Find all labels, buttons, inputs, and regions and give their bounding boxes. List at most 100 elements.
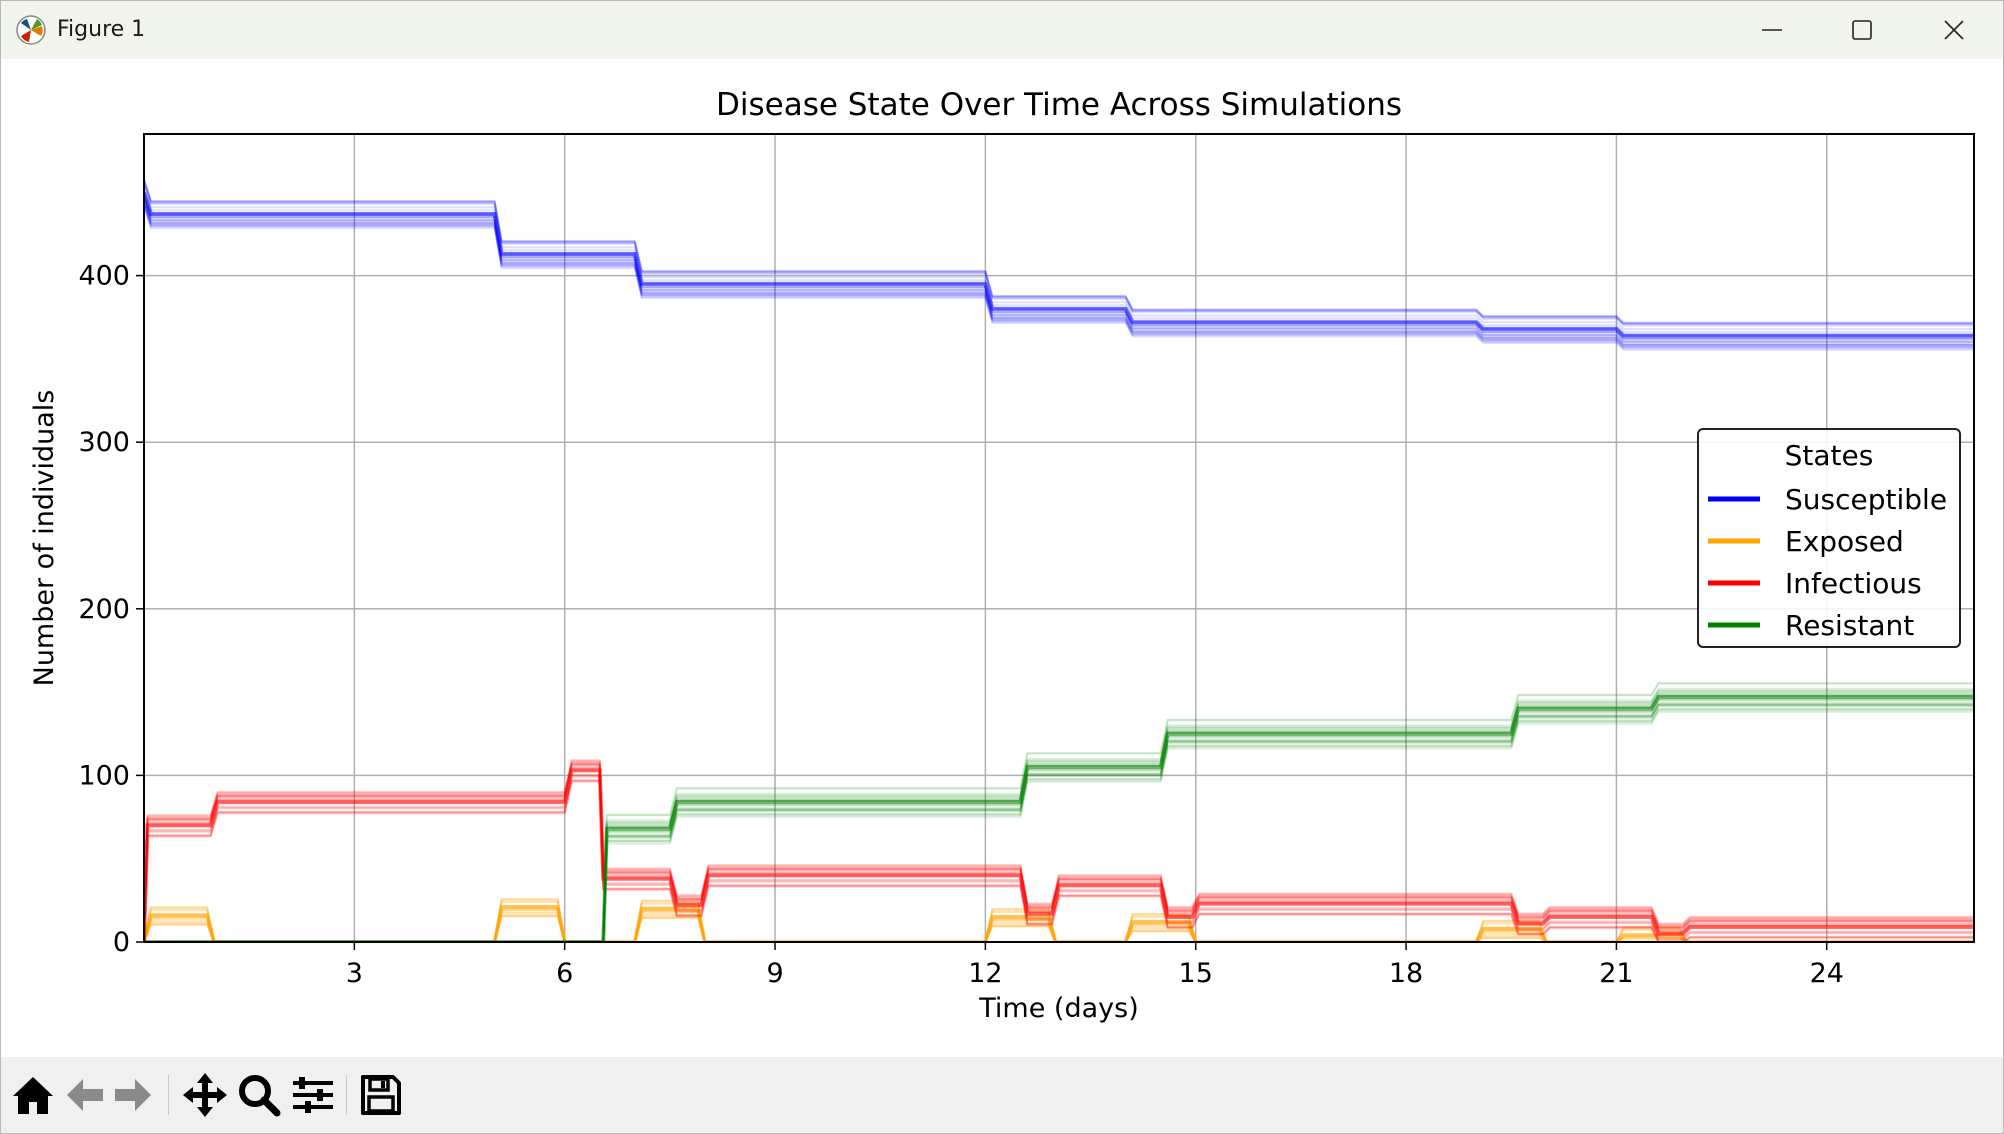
simulation-run-line <box>144 682 1974 942</box>
legend-label: Susceptible <box>1785 483 1947 516</box>
x-tick-label: 21 <box>1599 958 1633 989</box>
axis-ticks: 3 6 9 12 15 18 21 24 0 100 200 300 400 <box>78 261 1843 989</box>
simulation-run-line <box>144 180 1974 325</box>
legend-box <box>1697 428 1961 648</box>
simulation-run-line <box>144 692 1974 942</box>
pan-button[interactable] <box>181 1071 229 1119</box>
simulation-run-line <box>144 179 1974 324</box>
simulation-run-line <box>144 687 1974 942</box>
simulation-run-line <box>144 682 1974 942</box>
forward-button[interactable] <box>109 1071 157 1119</box>
series-central-line <box>144 191 1974 338</box>
simulation-run-line <box>144 690 1974 942</box>
simulation-run-line <box>144 689 1974 942</box>
figure-canvas[interactable]: 3 6 9 12 15 18 21 24 0 100 200 300 400 Disease State… <box>1 59 2003 1057</box>
simulation-run-line <box>144 703 1974 942</box>
plot-lines <box>144 178 1974 942</box>
simulation-run-line <box>144 779 1974 942</box>
series-central-line <box>144 695 1974 942</box>
y-axis-label: Number of individuals <box>29 390 60 687</box>
magnifier-icon <box>239 1075 281 1117</box>
simulation-run-line <box>144 703 1974 942</box>
x-tick-label: 15 <box>1179 958 1213 989</box>
legend-label: Resistant <box>1785 609 1914 642</box>
simulation-run-line <box>144 705 1974 942</box>
simulation-run-line <box>144 204 1974 350</box>
move-icon <box>183 1073 227 1117</box>
minimize-button[interactable] <box>1727 1 1817 59</box>
x-tick-label: 6 <box>556 958 573 989</box>
y-tick-label: 200 <box>78 594 130 625</box>
simulation-run-line <box>144 203 1974 349</box>
title-bar: Figure 1 <box>1 1 2003 59</box>
back-button[interactable] <box>61 1071 109 1119</box>
simulation-run-line <box>144 709 1974 942</box>
y-tick-label: 400 <box>78 261 130 292</box>
simulation-run-line <box>144 179 1974 325</box>
simulation-run-line <box>144 704 1974 942</box>
simulation-run-line <box>144 707 1974 942</box>
y-tick-label: 0 <box>113 927 130 958</box>
simulation-run-line <box>144 704 1974 942</box>
simulation-run-line <box>144 699 1974 942</box>
configure-subplots-button[interactable] <box>289 1071 337 1119</box>
simulation-run-line <box>144 779 1974 942</box>
simulation-run-line <box>144 206 1974 351</box>
close-icon <box>1944 20 1964 40</box>
toolbar-separator <box>346 1075 347 1115</box>
series-central-line <box>144 905 1974 942</box>
home-button[interactable] <box>9 1071 57 1119</box>
zoom-button[interactable] <box>235 1071 283 1119</box>
legend-title: States <box>1785 439 1874 472</box>
simulation-run-line <box>144 698 1974 942</box>
forward-arrow-icon <box>115 1079 151 1111</box>
home-icon <box>13 1077 53 1114</box>
simulation-run-line <box>144 690 1974 942</box>
navigation-toolbar <box>1 1057 2003 1133</box>
y-tick-label: 100 <box>78 760 130 791</box>
x-tick-label: 24 <box>1810 958 1844 989</box>
simulation-run-line <box>144 692 1974 942</box>
y-tick-label: 300 <box>78 427 130 458</box>
simulation-run-line <box>144 759 1974 942</box>
x-tick-label: 9 <box>766 958 783 989</box>
maximize-button[interactable] <box>1817 1 1907 59</box>
minimize-icon <box>1762 29 1782 31</box>
simulation-run-line <box>144 759 1974 942</box>
simulation-run-line <box>144 710 1974 942</box>
x-tick-label: 12 <box>968 958 1002 989</box>
line-chart: 3 6 9 12 15 18 21 24 0 100 200 300 400 Disease State… <box>1 59 2003 1057</box>
save-button[interactable] <box>357 1071 405 1119</box>
simulation-run-line <box>144 703 1974 942</box>
simulation-run-line <box>144 178 1974 324</box>
x-axis-label: Time (days) <box>978 993 1138 1024</box>
close-button[interactable] <box>1909 1 1999 59</box>
save-icon <box>361 1075 401 1115</box>
back-arrow-icon <box>67 1079 103 1111</box>
legend-items: Susceptible Exposed Infectious Resistant <box>1708 483 1947 642</box>
series-central-line <box>144 768 1974 942</box>
simulation-run-line <box>144 708 1974 942</box>
series-resistant <box>144 682 1974 942</box>
x-tick-label: 18 <box>1389 958 1423 989</box>
simulation-run-line <box>144 779 1974 942</box>
axes-frame <box>143 133 1975 943</box>
simulation-run-line <box>144 779 1974 942</box>
x-tick-label: 3 <box>346 958 363 989</box>
simulation-run-line <box>144 780 1974 942</box>
simulation-run-line <box>144 698 1974 942</box>
toolbar-separator <box>168 1075 169 1115</box>
chart-title: Disease State Over Time Across Simulatio… <box>716 87 1402 123</box>
legend: States Susceptible Exposed Infectious Resis… <box>1697 428 1961 648</box>
legend-label: Infectious <box>1785 567 1922 600</box>
matplotlib-icon <box>16 15 46 45</box>
series-exposed <box>144 897 1974 942</box>
simulation-run-line <box>144 701 1974 942</box>
series-susceptible <box>144 178 1974 351</box>
maximize-icon <box>1852 20 1872 40</box>
legend-label: Exposed <box>1785 525 1904 558</box>
series-infectious <box>144 759 1974 942</box>
sliders-icon <box>293 1077 333 1113</box>
window-title: Figure 1 <box>57 17 146 42</box>
